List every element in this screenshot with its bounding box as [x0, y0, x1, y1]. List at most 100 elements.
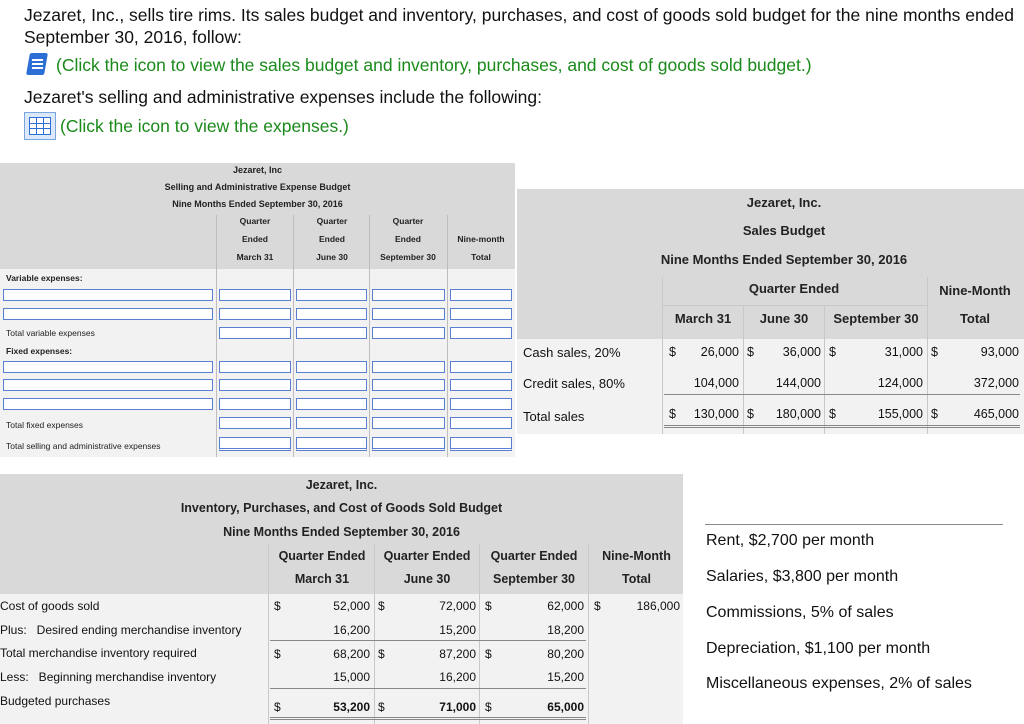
inv-col-3-l2: September 30 [493, 572, 575, 586]
sa-col-1-l3: March 31 [236, 252, 274, 262]
expense-rent: Rent, $2,700 per month [706, 532, 875, 549]
currency-sign: $ [274, 599, 281, 613]
sa-fix-q3-input-2[interactable] [372, 379, 445, 391]
currency-sign: $ [378, 647, 385, 661]
inv-row-cogs-label: Cost of goods sold [0, 599, 100, 613]
sa-totfix-total-input[interactable] [450, 417, 512, 429]
currency-sign: $ [594, 599, 601, 613]
sa-fix-q1-input-2[interactable] [219, 379, 291, 391]
sa-col-4-l3: Total [471, 252, 491, 262]
sa-totvar-total-input[interactable] [450, 327, 512, 339]
inv-cogs-q3: 62,000 [547, 599, 584, 613]
inv-ending-q1: 16,200 [333, 623, 370, 637]
expense-commissions: Commissions, 5% of sales [706, 604, 894, 621]
sa-totfix-q2-input[interactable] [296, 417, 367, 429]
sa-col-3-l1: Quarter [392, 216, 424, 226]
sa-col-2-l3: June 30 [316, 252, 348, 262]
inv-cogs-q1: 52,000 [333, 599, 370, 613]
inv-ending-q2: 15,200 [439, 623, 476, 637]
book-icon[interactable] [24, 52, 50, 78]
sales-total-q2: 180,000 [775, 407, 821, 421]
sa-totsa-q1-input[interactable] [219, 437, 291, 451]
sales-col-september: September 30 [833, 311, 919, 326]
sa-var-total-input-1[interactable] [450, 289, 512, 301]
sa-var-q1-input-1[interactable] [219, 289, 291, 301]
inv-col-3-l1: Quarter Ended [490, 549, 578, 563]
view-expenses-link-text[interactable]: (Click the icon to view the expenses.) [60, 115, 349, 136]
sa-total-fixed-label: Total fixed expenses [6, 420, 84, 430]
sa-fix-name-input-3[interactable] [3, 398, 213, 410]
inv-cogs-total: 186,000 [636, 599, 680, 613]
inv-period: Nine Months Ended September 30, 2016 [223, 525, 460, 539]
sa-totsa-q2-input[interactable] [296, 437, 367, 451]
sa-var-name-input-2[interactable] [3, 308, 213, 320]
sa-fix-q2-input-1[interactable] [296, 361, 367, 373]
sa-fix-q1-input-3[interactable] [219, 398, 291, 410]
sa-fix-q3-input-3[interactable] [372, 398, 445, 410]
currency-sign: $ [485, 599, 492, 613]
sa-totvar-q3-input[interactable] [372, 327, 445, 339]
intro-2: Jezaret's selling and administrative exp… [24, 86, 1014, 108]
sa-col-1-l2: Ended [242, 234, 268, 244]
sa-var-q2-input-2[interactable] [296, 308, 367, 320]
sa-var-total-input-2[interactable] [450, 308, 512, 320]
inv-row-ending-label: Plus: Desired ending merchandise invento… [0, 623, 242, 637]
sa-col-2-l1: Quarter [316, 216, 348, 226]
inv-col-1-l2: March 31 [294, 572, 350, 586]
sa-totvar-q2-input[interactable] [296, 327, 367, 339]
sa-totsa-total-input[interactable] [450, 437, 512, 451]
sa-var-q3-input-1[interactable] [372, 289, 445, 301]
intro-line-1: Jezaret, Inc., sells tire rims. Its sale… [24, 5, 1014, 47]
sa-fix-q3-input-1[interactable] [372, 361, 445, 373]
sa-col-3-l3: September 30 [380, 252, 436, 262]
inv-purchases-q3: 65,000 [547, 700, 584, 714]
currency-sign: $ [747, 407, 754, 421]
expenses-list: Rent, $2,700 per month Salaries, $3,800 … [705, 524, 1003, 692]
sa-fix-name-input-2[interactable] [3, 379, 213, 391]
sa-col-3-l2: Ended [395, 234, 421, 244]
sales-title: Sales Budget [742, 223, 826, 238]
sa-var-q3-input-2[interactable] [372, 308, 445, 320]
sa-col-4-l2: Nine-month [457, 234, 505, 244]
sales-credit-total: 372,000 [973, 376, 1019, 390]
sa-fix-total-input-1[interactable] [450, 361, 512, 373]
spreadsheet-icon[interactable] [24, 112, 56, 140]
sa-totsa-q3-input[interactable] [372, 437, 445, 451]
sa-totfix-q3-input[interactable] [372, 417, 445, 429]
sa-fix-name-input-1[interactable] [3, 361, 213, 373]
sales-cash-q2: 36,000 [782, 345, 821, 359]
problem-intro: Jezaret, Inc., sells tire rims. Its sale… [24, 4, 1014, 48]
inv-required-q1: 68,200 [333, 647, 370, 661]
inv-title: Inventory, Purchases, and Cost of Goods … [180, 501, 503, 515]
sa-fix-total-input-3[interactable] [450, 398, 512, 410]
sales-total-q1: 130,000 [693, 407, 739, 421]
sa-fix-q2-input-3[interactable] [296, 398, 367, 410]
sales-col-march: March 31 [674, 311, 732, 326]
inv-company: Jezaret, Inc. [305, 478, 378, 492]
inv-row-beginning-label: Less: Beginning merchandise inventory [0, 670, 217, 684]
sales-cash-total: 93,000 [980, 345, 1019, 359]
inv-col-4-l2: Total [622, 572, 651, 586]
sales-period: Nine Months Ended September 30, 2016 [660, 252, 908, 267]
currency-sign: $ [378, 700, 385, 714]
sa-fix-total-input-2[interactable] [450, 379, 512, 391]
sa-fix-q1-input-1[interactable] [219, 361, 291, 373]
sa-fix-q2-input-2[interactable] [296, 379, 367, 391]
view-budgets-link[interactable]: (Click the icon to view the sales budget… [24, 52, 812, 78]
sa-company: Jezaret, Inc [232, 165, 283, 175]
sa-var-q2-input-1[interactable] [296, 289, 367, 301]
expense-depreciation: Depreciation, $1,100 per month [706, 640, 931, 657]
sa-var-name-input-1[interactable] [3, 289, 213, 301]
sa-title: Selling and Administrative Expense Budge… [164, 182, 351, 192]
sa-totvar-q1-input[interactable] [219, 327, 291, 339]
sales-row-cash-label: Cash sales, 20% [523, 345, 621, 360]
view-budgets-link-text[interactable]: (Click the icon to view the sales budget… [56, 54, 812, 75]
inv-purchases-q2: 71,000 [439, 700, 476, 714]
currency-sign: $ [274, 647, 281, 661]
sa-totfix-q1-input[interactable] [219, 417, 291, 429]
sa-var-q1-input-2[interactable] [219, 308, 291, 320]
sales-row-credit-label: Credit sales, 80% [523, 376, 625, 391]
view-expenses-link[interactable]: (Click the icon to view the expenses.) [24, 112, 349, 140]
sales-total-q3: 155,000 [877, 407, 923, 421]
inv-required-q2: 87,200 [439, 647, 476, 661]
